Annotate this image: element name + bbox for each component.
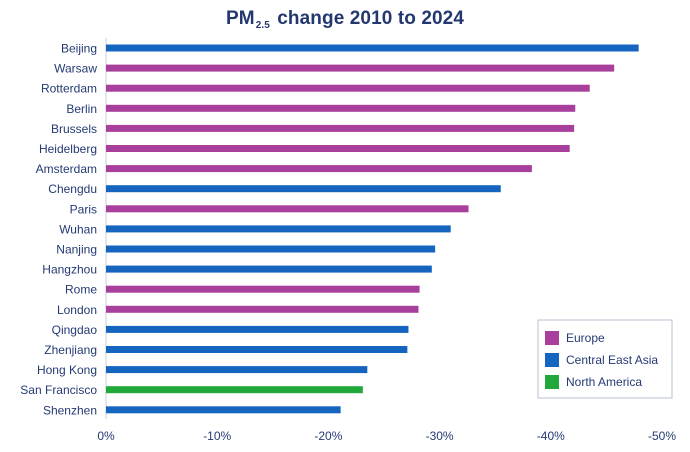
category-label: Warsaw [54, 62, 97, 76]
bar-brussels [106, 124, 575, 132]
chart-title-subscript: 2.5 [255, 20, 270, 31]
chart-title-prefix: PM [225, 8, 255, 29]
bar-london [106, 305, 419, 313]
legend-swatch [545, 375, 559, 389]
legend-box [537, 319, 673, 399]
legend-label: North America [566, 375, 642, 389]
category-label: Chengdu [48, 182, 97, 196]
bar-wuhan [106, 225, 451, 233]
category-label: Brussels [51, 122, 97, 136]
bar-qingdao [106, 325, 409, 333]
category-label: Paris [70, 202, 97, 216]
legend-label: Europe [566, 331, 605, 345]
category-label: Shenzhen [43, 403, 97, 417]
chart-title-suffix: change 2010 to 2024 [271, 8, 464, 29]
chart-title: PM2.5 change 2010 to 2024 [0, 8, 690, 31]
bar-berlin [106, 104, 576, 112]
category-label: Heidelberg [39, 142, 97, 156]
category-label: Zhenjiang [44, 343, 97, 357]
bar-paris [106, 205, 469, 213]
category-label: Amsterdam [36, 162, 97, 176]
bar-rotterdam [106, 84, 590, 92]
category-label: Wuhan [59, 222, 97, 236]
bar-nanjing [106, 245, 436, 253]
x-tick-label: -30% [426, 429, 454, 443]
bar-beijing [106, 44, 639, 52]
bar-heidelberg [106, 145, 570, 152]
x-tick-label: -40% [537, 429, 565, 443]
category-label: Rotterdam [41, 82, 97, 96]
bar-rome [106, 285, 420, 293]
category-label: Hangzhou [42, 263, 97, 277]
legend-swatch [545, 331, 559, 345]
category-label: San Francisco [20, 383, 97, 397]
category-label: Rome [65, 283, 97, 297]
x-tick-label: -10% [203, 429, 231, 443]
legend-label: Central East Asia [566, 353, 658, 367]
x-tick-label: 0% [97, 429, 115, 443]
legend-swatch [545, 353, 559, 367]
bar-san-francisco [106, 386, 363, 394]
bar-zhenjiang [106, 346, 408, 353]
category-label: Beijing [61, 42, 97, 56]
x-tick-label: -50% [648, 429, 676, 443]
category-label: Nanjing [56, 243, 97, 257]
bar-hong-kong [106, 366, 368, 374]
category-label: Berlin [66, 102, 97, 116]
bar-chengdu [106, 185, 501, 193]
category-label: Qingdao [52, 323, 98, 337]
x-tick-label: -20% [314, 429, 342, 443]
bar-hangzhou [106, 265, 432, 273]
category-label: London [57, 303, 97, 317]
bar-amsterdam [106, 165, 532, 173]
category-label: Hong Kong [37, 363, 97, 377]
bar-warsaw [106, 64, 615, 72]
bar-shenzhen [106, 406, 341, 414]
